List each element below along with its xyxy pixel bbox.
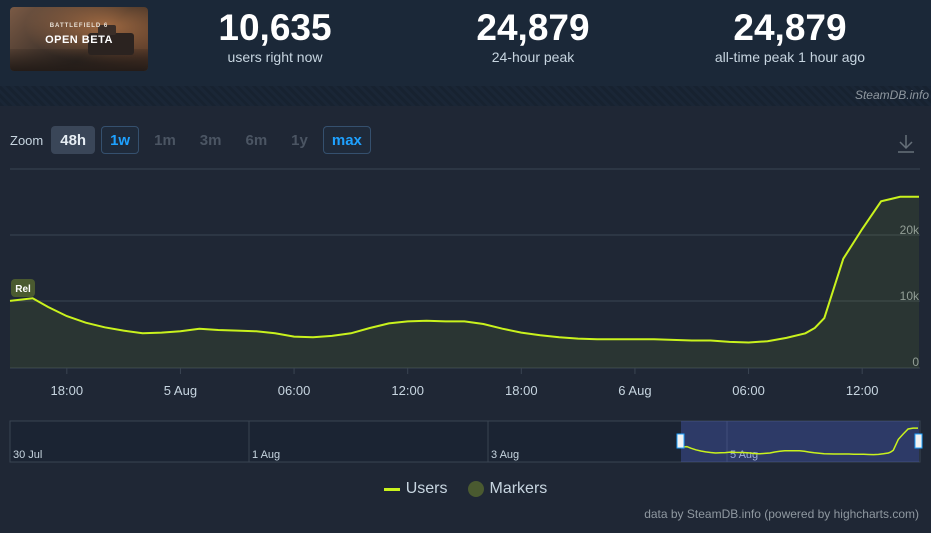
zoom-1m-button[interactable]: 1m — [154, 131, 176, 149]
zoom-label: Zoom — [10, 132, 44, 148]
game-thumbnail[interactable]: BATTLEFIELD 6 OPEN BETA — [10, 7, 148, 71]
zoom-controls: Zoom 48h 1w 1m 3m 6m 1y max — [10, 126, 377, 154]
legend-item-markers[interactable]: Markers — [467, 480, 548, 498]
stat-current-players: 10,635 users right now — [190, 8, 360, 66]
zoom-6m-button[interactable]: 6m — [245, 131, 268, 149]
stat-all-time-peak: 24,879 all-time peak 1 hour ago — [700, 8, 880, 66]
thumbnail-small-text: BATTLEFIELD 6 — [49, 23, 109, 29]
stat-24h-peak: 24,879 24-hour peak — [448, 8, 618, 66]
legend-label: Users — [405, 480, 448, 497]
chart-area — [0, 106, 931, 533]
download-icon[interactable] — [895, 132, 917, 154]
stat-value: 24,879 — [476, 7, 590, 48]
thumbnail-big-text: OPEN BETA — [45, 34, 113, 46]
users-legend-swatch — [383, 487, 400, 491]
stat-label: 24-hour peak — [491, 49, 575, 65]
zoom-3m-button[interactable]: 3m — [199, 131, 222, 149]
zoom-1y-button[interactable]: 1y — [291, 131, 308, 149]
steamdb-credit[interactable]: SteamDB.info — [854, 88, 929, 102]
legend-label: Markers — [489, 480, 548, 497]
stat-label: all-time peak 1 hour ago — [714, 49, 866, 65]
stats-header: BATTLEFIELD 6 OPEN BETA 10,635 users rig… — [0, 0, 931, 86]
zoom-1w-button[interactable]: 1w — [101, 126, 140, 154]
stat-value: 10,635 — [218, 7, 332, 48]
divider-band — [0, 86, 931, 106]
chart-credit[interactable]: data by SteamDB.info (powered by highcha… — [644, 507, 919, 521]
markers-legend-swatch — [467, 481, 484, 497]
legend: Users Markers — [0, 480, 931, 498]
stat-value: 24,879 — [733, 7, 847, 48]
legend-item-users[interactable]: Users — [383, 480, 448, 498]
zoom-max-button[interactable]: max — [322, 126, 371, 154]
zoom-48h-button[interactable]: 48h — [51, 126, 96, 154]
stat-label: users right now — [227, 49, 323, 65]
